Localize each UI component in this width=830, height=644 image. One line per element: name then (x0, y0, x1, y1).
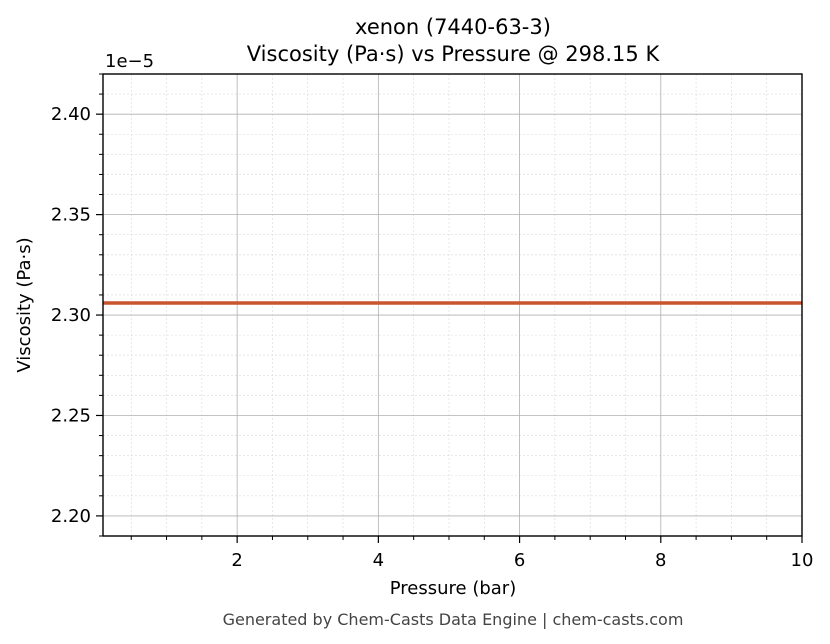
y-tick-label: 2.25 (51, 405, 91, 426)
y-tick-label: 2.40 (51, 104, 91, 125)
plot-frame (102, 73, 803, 537)
major-grid (103, 74, 803, 536)
y-axis-offset-label: 1e−5 (105, 51, 154, 72)
y-tick-label: 2.30 (51, 305, 91, 326)
x-tick-label: 4 (373, 550, 384, 571)
y-tick-label: 2.20 (51, 506, 91, 527)
minor-grid (103, 73, 802, 537)
y-axis-label: Viscosity (Pa·s) (14, 237, 35, 372)
chart-title-line1: xenon (7440-63-3) (355, 15, 551, 39)
footer-credit: Generated by Chem-Casts Data Engine | ch… (223, 610, 684, 629)
x-tick-label: 6 (514, 550, 525, 571)
x-tick-label: 2 (231, 550, 242, 571)
y-axis: 2.20 2.25 2.30 2.35 2.40 (51, 73, 103, 537)
x-axis-label: Pressure (bar) (390, 578, 516, 599)
x-axis: 2 4 6 8 10 (130, 536, 814, 571)
y-tick-label: 2.35 (51, 205, 91, 226)
x-tick-label: 10 (791, 550, 814, 571)
chart-title-line2: Viscosity (Pa·s) vs Pressure @ 298.15 K (247, 42, 661, 66)
x-tick-label: 8 (655, 550, 666, 571)
